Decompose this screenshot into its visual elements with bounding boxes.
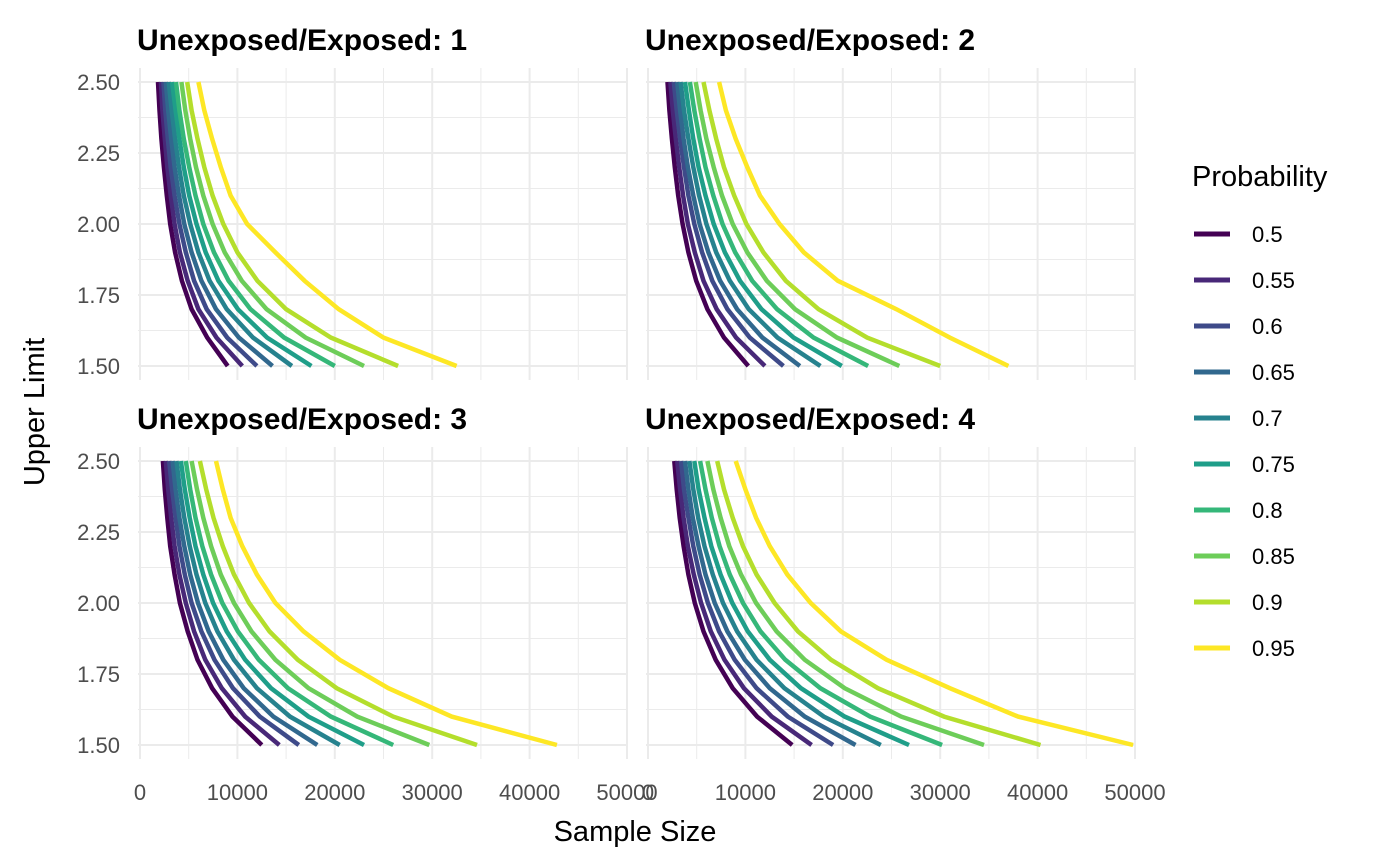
facet-title: Unexposed/Exposed: 1 <box>137 24 467 57</box>
series-line-0.9 <box>715 460 1042 748</box>
y-tick-label: 2.50 <box>77 70 120 95</box>
facet-panel-1: Unexposed/Exposed: 1 1.50 1.75 2.00 2.25 2.50 <box>77 24 628 380</box>
series-line-0.5 <box>665 81 751 368</box>
panels-layer: Unexposed/Exposed: 1 1.50 1.75 2.00 2.25 2.50… <box>77 24 1165 805</box>
legend-title: Probability <box>1192 161 1328 193</box>
legend-label: 0.65 <box>1252 360 1295 385</box>
series-line-0.95 <box>733 460 1134 748</box>
series-line-0.8 <box>183 460 395 748</box>
series-line-0.5 <box>672 460 794 747</box>
y-tick-label: 1.75 <box>77 662 120 687</box>
legend-item: 0.85 <box>1194 544 1295 569</box>
series-line-0.9 <box>197 460 478 748</box>
series-line-0.65 <box>170 460 319 747</box>
series-line-0.8 <box>697 460 943 748</box>
x-tick-label: 20000 <box>304 780 365 805</box>
facet-title: Unexposed/Exposed: 4 <box>645 403 975 436</box>
y-tick-label: 1.50 <box>77 354 120 379</box>
x-tick-label: 50000 <box>1104 780 1165 805</box>
series-line-0.5 <box>155 81 230 368</box>
y-tick-label: 2.25 <box>77 520 120 545</box>
facet-title: Unexposed/Exposed: 2 <box>645 24 975 57</box>
x-tick-label: 40000 <box>499 780 560 805</box>
x-tick-label: 0 <box>642 780 654 805</box>
x-tick-label: 10000 <box>715 780 776 805</box>
x-axis-title: Sample Size <box>554 816 717 848</box>
x-tick-label: 30000 <box>910 780 971 805</box>
series-line-0.8 <box>687 81 870 368</box>
legend-label: 0.9 <box>1252 590 1283 615</box>
series-line-0.9 <box>701 81 942 369</box>
series-line-0.85 <box>705 460 985 748</box>
series-line-0.75 <box>692 460 910 748</box>
series-line-0.95 <box>196 81 458 369</box>
legend-label: 0.5 <box>1252 222 1283 247</box>
legend-label: 0.8 <box>1252 498 1283 523</box>
series-line-0.6 <box>678 460 835 747</box>
series-line-0.9 <box>184 81 399 369</box>
facet-panel-2: Unexposed/Exposed: 2 <box>645 24 1136 380</box>
y-tick-label: 2.00 <box>77 212 120 237</box>
y-tick-label: 2.25 <box>77 141 120 166</box>
legend-item: 0.5 <box>1194 222 1283 247</box>
x-tick-label: 50000 <box>596 780 657 805</box>
series-line-0.55 <box>668 81 767 368</box>
series-line-0.65 <box>674 81 802 368</box>
legend: Probability 0.5 0.55 0.6 0.65 0.7 0.75 0.8 0.85… <box>1192 161 1328 661</box>
series-line-0.6 <box>671 81 785 368</box>
series-line-0.95 <box>213 460 558 748</box>
legend-item: 0.9 <box>1194 590 1283 615</box>
facet-title: Unexposed/Exposed: 3 <box>137 403 467 436</box>
legend-item: 0.65 <box>1194 360 1295 385</box>
legend-label: 0.7 <box>1252 406 1283 431</box>
y-tick-label: 1.50 <box>77 733 120 758</box>
legend-label: 0.55 <box>1252 268 1295 293</box>
y-tick-label: 2.50 <box>77 449 120 474</box>
series-line-0.5 <box>160 460 264 747</box>
legend-item: 0.7 <box>1194 406 1283 431</box>
series-line-0.65 <box>682 460 857 747</box>
legend-item: 0.55 <box>1194 268 1295 293</box>
series-line-0.55 <box>163 460 281 747</box>
legend-item: 0.75 <box>1194 452 1295 477</box>
x-tick-label: 0 <box>134 780 146 805</box>
series-line-0.55 <box>674 460 813 747</box>
facet-panel-4: Unexposed/Exposed: 4 0 10000 20000 30000 4000… <box>642 403 1166 805</box>
series-line-0.7 <box>678 81 822 368</box>
series-line-0.95 <box>716 81 1010 369</box>
series-line-0.7 <box>166 81 294 368</box>
x-tick-label: 10000 <box>207 780 268 805</box>
series-line-0.7 <box>687 460 882 748</box>
legend-label: 0.6 <box>1252 314 1283 339</box>
series-line-0.75 <box>169 81 313 368</box>
legend-item: 0.95 <box>1194 636 1295 661</box>
legend-label: 0.85 <box>1252 544 1295 569</box>
series-line-0.85 <box>693 81 901 369</box>
y-tick-label: 2.00 <box>77 591 120 616</box>
series-line-0.75 <box>178 460 366 748</box>
legend-items: 0.5 0.55 0.6 0.65 0.7 0.75 0.8 0.85 0.9 0.95 <box>1194 222 1295 661</box>
facet-panel-3: Unexposed/Exposed: 3 1.50 1.75 2.00 2.25 2.50… <box>77 403 657 805</box>
series-line-0.85 <box>179 81 365 369</box>
series-line-0.6 <box>166 460 301 747</box>
legend-label: 0.75 <box>1252 452 1295 477</box>
series-line-0.7 <box>174 460 341 747</box>
series-line-0.85 <box>189 460 431 748</box>
legend-item: 0.8 <box>1194 498 1283 523</box>
x-tick-label: 40000 <box>1007 780 1068 805</box>
y-axis-title: Upper Limit <box>19 338 51 486</box>
series-line-0.65 <box>163 81 274 368</box>
series-line-0.55 <box>158 81 244 368</box>
series-line-0.8 <box>173 81 336 368</box>
legend-item: 0.6 <box>1194 314 1283 339</box>
series-line-0.75 <box>682 81 843 368</box>
legend-label: 0.95 <box>1252 636 1295 661</box>
x-tick-label: 30000 <box>402 780 463 805</box>
x-tick-label: 20000 <box>812 780 873 805</box>
series-line-0.6 <box>161 81 259 368</box>
y-tick-label: 1.75 <box>77 283 120 308</box>
